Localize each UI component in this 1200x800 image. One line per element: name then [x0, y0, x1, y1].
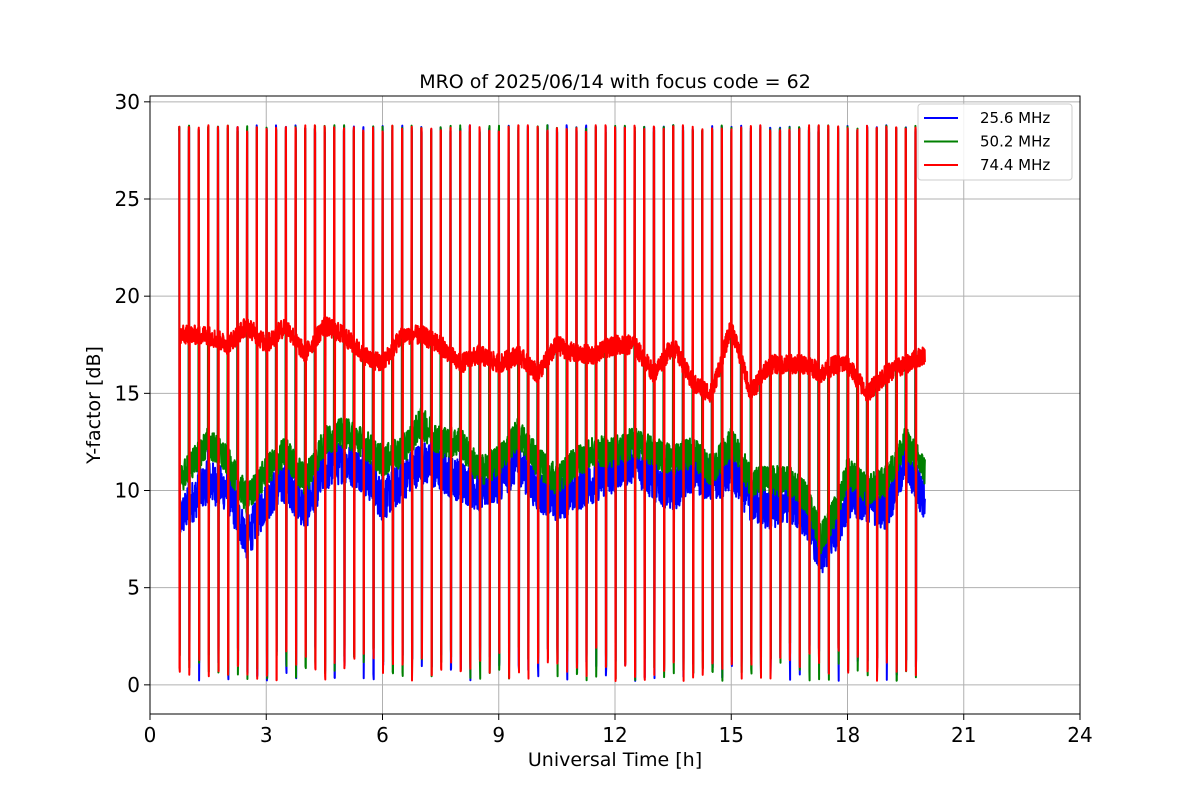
- y-tick-label: 5: [127, 576, 140, 600]
- legend-label: 50.2 MHz: [980, 133, 1050, 151]
- x-tick-label: 12: [602, 723, 627, 747]
- y-tick-label: 20: [115, 284, 140, 308]
- x-tick-label: 15: [719, 723, 744, 747]
- y-tick-label: 15: [115, 381, 140, 405]
- plot-series: [178, 124, 926, 682]
- x-axis-label: Universal Time [h]: [528, 749, 702, 771]
- y-tick-label: 0: [127, 673, 140, 697]
- series-line-3: [178, 124, 926, 682]
- x-tick-label: 18: [835, 723, 860, 747]
- x-tick-label: 0: [144, 723, 157, 747]
- axis-ticks: 0 3 6 9 12 15 18 21 24 0 5 10 15 20 25 30: [115, 90, 1093, 747]
- x-tick-label: 9: [492, 723, 505, 747]
- x-tick-label: 24: [1067, 723, 1092, 747]
- legend-label: 74.4 MHz: [980, 156, 1050, 174]
- legend-box: [917, 103, 1073, 181]
- chart-title: MRO of 2025/06/14 with focus code = 62: [419, 71, 811, 93]
- x-tick-label: 21: [951, 723, 976, 747]
- x-tick-label: 3: [260, 723, 273, 747]
- y-tick-label: 30: [115, 90, 140, 114]
- legend-label: 25.6 MHz: [980, 109, 1050, 127]
- legend: 25.6 MHz 50.2 MHz 74.4 MHz: [917, 103, 1073, 181]
- y-tick-label: 25: [115, 187, 140, 211]
- x-tick-label: 6: [376, 723, 389, 747]
- y-axis-label: Y-factor [dB]: [83, 346, 105, 465]
- y-tick-label: 10: [115, 479, 140, 503]
